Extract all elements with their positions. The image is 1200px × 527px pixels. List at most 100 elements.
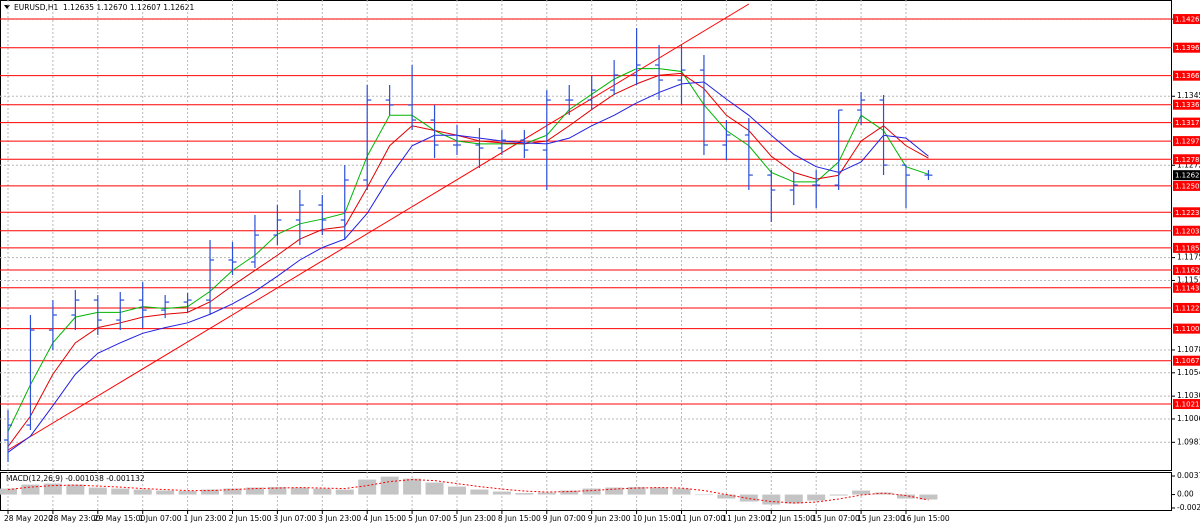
x-tick-label: 11 Jun 07:00: [678, 514, 726, 523]
x-tick-label: 15 Jun 23:00: [857, 514, 905, 523]
level-label: 1.11226: [1175, 304, 1200, 312]
moving-average: [7, 72, 929, 447]
macd-bar: [650, 487, 669, 495]
macd-bar: [335, 489, 354, 495]
x-tick-label: 5 Jun 07:00: [408, 514, 451, 523]
macd-bar: [313, 488, 332, 495]
macd-bar: [223, 488, 242, 495]
macd-bar: [21, 484, 40, 495]
level-label-box: [1173, 264, 1200, 275]
x-tick-label: 28 May 23:00: [49, 514, 101, 523]
macd-bar: [582, 488, 601, 495]
macd-bar: [156, 490, 175, 495]
macd-bar: [605, 487, 624, 495]
x-tick-label: 11 Jun 23:00: [722, 514, 770, 523]
macd-bar: [560, 490, 579, 495]
macd-bar: [403, 478, 422, 495]
level-label: 1.13960: [1175, 44, 1200, 52]
x-tick-label: 3 Jun 07:00: [273, 514, 316, 523]
level-label: 1.12979: [1175, 138, 1200, 146]
macd-bar: [201, 489, 220, 495]
macd-bar: [762, 494, 781, 505]
moving-average: [7, 68, 929, 432]
macd-bar: [784, 494, 803, 504]
level-label: 1.10217: [1175, 401, 1200, 409]
level-label-box: [1173, 154, 1200, 165]
macd-bar: [133, 489, 152, 495]
macd-bar: [425, 482, 444, 495]
macd-bar: [694, 494, 713, 496]
y-tick-label: 0.003723: [1177, 471, 1200, 480]
level-label-box: [1173, 323, 1200, 334]
level-label: 1.12788: [1175, 156, 1200, 164]
macd-bar: [66, 484, 85, 495]
macd-bar: [919, 494, 938, 500]
x-tick-label: 9 Jun 07:00: [543, 514, 586, 523]
x-tick-label: 29 May 15:00: [94, 514, 146, 523]
macd-bar: [245, 487, 264, 495]
level-label-box: [1173, 99, 1200, 110]
level-label-box: [1173, 399, 1200, 410]
macd-bar: [852, 490, 871, 495]
main-pane-frame: [0, 0, 1172, 471]
macd-bar: [290, 487, 309, 495]
x-tick-label: 10 Jun 15:00: [633, 514, 681, 523]
level-label: 1.11009: [1175, 325, 1200, 333]
macd-bar: [739, 494, 758, 502]
macd-header: MACD(12,26,9) -0.001038 -0.001132: [6, 474, 145, 483]
level-label-box: [1173, 14, 1200, 25]
level-label: 1.11625: [1175, 266, 1200, 274]
macd-bar: [380, 476, 399, 495]
macd-bar: [515, 493, 534, 495]
x-tick-label: 2 Jun 15:00: [229, 514, 272, 523]
level-label-box: [1173, 207, 1200, 218]
level-label: 1.12508: [1175, 182, 1200, 190]
y-tick-label: 1.11515: [1177, 275, 1200, 284]
level-label: 1.13173: [1175, 119, 1200, 127]
moving-average: [7, 81, 929, 453]
macd-bar: [874, 492, 893, 495]
y-tick-label: 1.10300: [1177, 391, 1200, 400]
x-tick-label: 28 May 2020: [4, 514, 53, 523]
x-tick-label: 9 Jun 23:00: [588, 514, 631, 523]
x-tick-label: 5 Jun 23:00: [453, 514, 496, 523]
y-tick-label: 1.12725: [1177, 160, 1200, 169]
macd-bar: [537, 492, 556, 495]
x-tick-label: 1 Jun 07:00: [139, 514, 182, 523]
macd-bar: [470, 489, 489, 495]
macd-bar: [717, 494, 736, 499]
macd-bar: [178, 491, 197, 495]
level-label-box: [1173, 302, 1200, 313]
level-label-box: [1173, 225, 1200, 236]
macd-bar: [448, 486, 466, 495]
macd-bar: [627, 487, 646, 495]
level-label-box: [1173, 180, 1200, 191]
level-label: 1.11438: [1175, 284, 1200, 292]
y-tick-label: 1.09815: [1177, 437, 1200, 446]
level-label-box: [1173, 136, 1200, 147]
y-tick-label: 1.10545: [1177, 368, 1200, 377]
x-tick-label: 15 Jun 07:00: [812, 514, 860, 523]
y-tick-label: 1.13450: [1177, 91, 1200, 100]
y-tick-label: 1.11755: [1177, 253, 1200, 262]
x-tick-label: 1 Jun 23:00: [184, 514, 227, 523]
level-label-box: [1173, 282, 1200, 293]
y-tick-label: 0.00: [1177, 490, 1194, 499]
macd-bar: [268, 487, 287, 495]
macd-bar: [672, 488, 691, 495]
x-tick-label: 12 Jun 15:00: [767, 514, 815, 523]
signal-line: [7, 479, 929, 504]
symbol-header: EURUSD,H1 1.12635 1.12670 1.12607 1.1262…: [14, 3, 194, 12]
level-label: 1.13666: [1175, 72, 1200, 80]
level-label-box: [1173, 42, 1200, 53]
macd-bar: [492, 491, 511, 495]
level-label: 1.11857: [1175, 244, 1200, 252]
macd-bar: [358, 479, 377, 495]
macd-bar: [43, 483, 62, 495]
level-label-box: [1173, 242, 1200, 253]
